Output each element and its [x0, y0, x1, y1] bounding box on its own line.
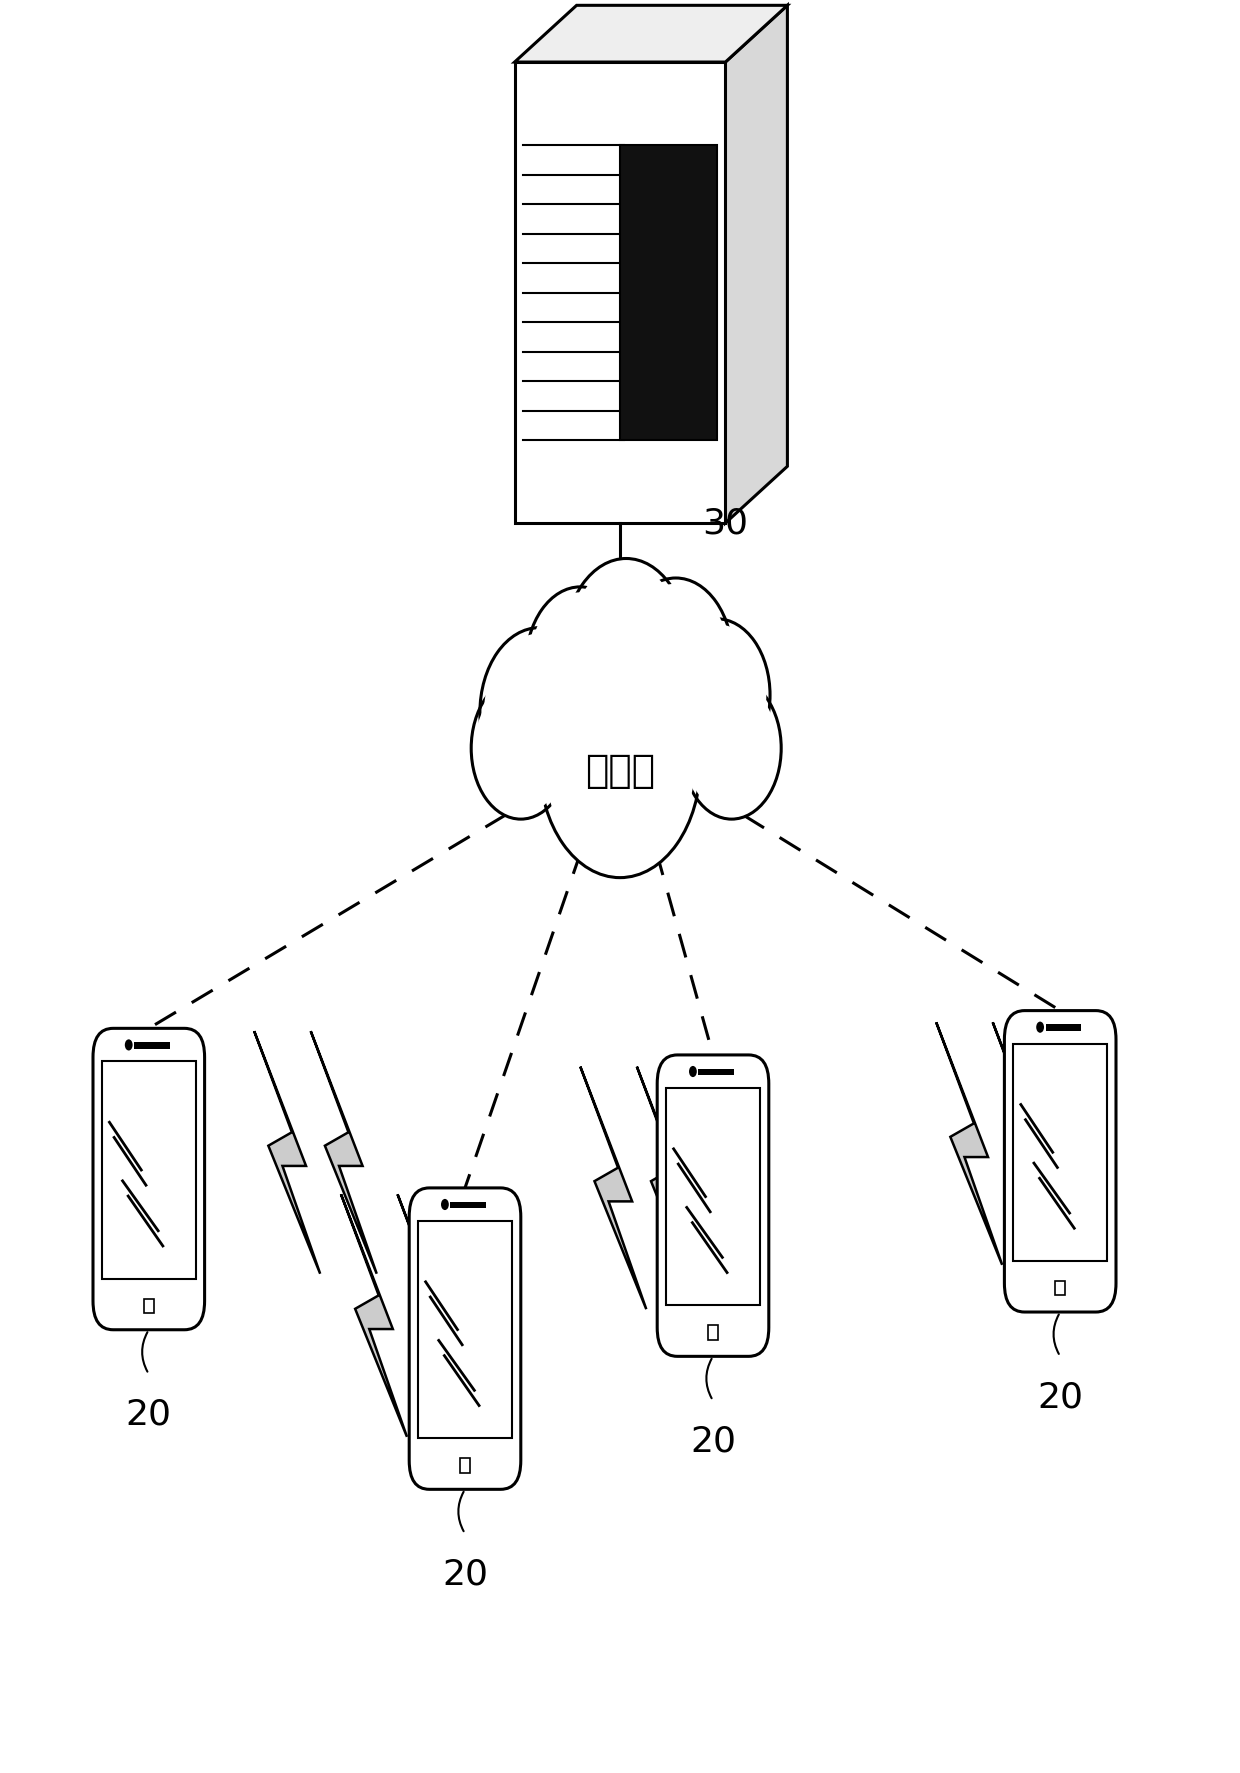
FancyBboxPatch shape — [93, 1028, 205, 1330]
Circle shape — [667, 624, 766, 766]
Polygon shape — [725, 5, 787, 523]
Polygon shape — [637, 1067, 703, 1308]
Polygon shape — [580, 1067, 646, 1308]
Polygon shape — [620, 145, 717, 440]
Polygon shape — [515, 5, 787, 62]
Circle shape — [539, 647, 701, 878]
Polygon shape — [418, 1222, 512, 1438]
Circle shape — [441, 1199, 449, 1211]
FancyBboxPatch shape — [657, 1055, 769, 1356]
Bar — [134, 1043, 170, 1050]
Polygon shape — [515, 62, 725, 523]
Circle shape — [480, 628, 599, 798]
Circle shape — [689, 1066, 697, 1076]
Text: 20: 20 — [689, 1424, 737, 1459]
Polygon shape — [102, 1062, 196, 1278]
Circle shape — [484, 633, 595, 793]
Polygon shape — [1013, 1044, 1107, 1261]
Bar — [708, 1326, 718, 1340]
Polygon shape — [311, 1032, 377, 1273]
Bar — [144, 1300, 154, 1314]
Circle shape — [1037, 1021, 1044, 1032]
Circle shape — [546, 656, 694, 869]
Circle shape — [663, 619, 770, 771]
Circle shape — [471, 677, 570, 819]
Circle shape — [564, 558, 688, 736]
Bar — [450, 1202, 486, 1209]
Polygon shape — [666, 1089, 760, 1305]
Circle shape — [526, 587, 635, 743]
FancyBboxPatch shape — [1004, 1011, 1116, 1312]
Text: 30: 30 — [702, 505, 749, 541]
Circle shape — [619, 578, 733, 741]
FancyBboxPatch shape — [409, 1188, 521, 1489]
Text: 20: 20 — [1037, 1379, 1084, 1415]
Text: 20: 20 — [125, 1397, 172, 1433]
Circle shape — [682, 677, 781, 819]
Circle shape — [475, 683, 567, 814]
Text: 20: 20 — [441, 1557, 489, 1592]
Text: 因特网: 因特网 — [585, 752, 655, 791]
Bar — [460, 1459, 470, 1473]
Bar — [1055, 1282, 1065, 1296]
Bar — [698, 1069, 734, 1076]
Polygon shape — [936, 1023, 1002, 1264]
Circle shape — [529, 592, 631, 738]
Bar — [1045, 1025, 1081, 1032]
Circle shape — [125, 1039, 133, 1050]
Polygon shape — [341, 1195, 407, 1436]
Polygon shape — [254, 1032, 320, 1273]
Polygon shape — [993, 1023, 1059, 1264]
Circle shape — [622, 583, 729, 736]
Circle shape — [569, 564, 684, 730]
Polygon shape — [398, 1195, 464, 1436]
Circle shape — [686, 683, 777, 814]
